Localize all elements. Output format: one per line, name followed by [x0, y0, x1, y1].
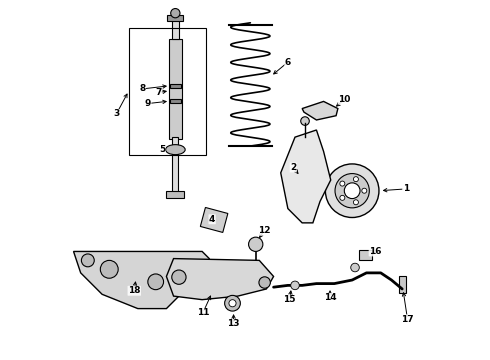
Circle shape: [353, 177, 358, 182]
Polygon shape: [281, 130, 331, 223]
Circle shape: [301, 117, 309, 125]
Text: 18: 18: [128, 286, 141, 295]
Text: 3: 3: [113, 109, 120, 118]
Bar: [172, 137, 178, 194]
Circle shape: [259, 277, 270, 288]
Text: 10: 10: [338, 95, 350, 104]
Bar: [129, 28, 206, 155]
Polygon shape: [302, 102, 338, 120]
Text: 9: 9: [145, 99, 151, 108]
Bar: [168, 15, 183, 21]
Circle shape: [353, 200, 358, 205]
Text: 6: 6: [285, 58, 291, 67]
Circle shape: [325, 164, 379, 217]
Polygon shape: [74, 251, 209, 309]
Polygon shape: [167, 258, 273, 300]
Text: 16: 16: [369, 247, 382, 256]
Circle shape: [351, 263, 359, 272]
Circle shape: [172, 270, 186, 284]
Circle shape: [174, 270, 187, 283]
Circle shape: [248, 237, 263, 251]
Circle shape: [148, 274, 164, 290]
Circle shape: [340, 181, 345, 186]
Text: 4: 4: [209, 215, 215, 224]
Text: 8: 8: [139, 84, 146, 93]
Text: 7: 7: [155, 88, 162, 97]
Bar: [170, 99, 181, 103]
Circle shape: [344, 183, 360, 199]
Circle shape: [229, 300, 236, 307]
Text: 2: 2: [290, 163, 296, 172]
Circle shape: [291, 281, 299, 290]
Circle shape: [81, 254, 94, 267]
Circle shape: [335, 174, 369, 208]
Text: 13: 13: [227, 319, 240, 328]
Text: 15: 15: [283, 295, 296, 304]
Text: 17: 17: [401, 315, 414, 324]
Circle shape: [340, 195, 345, 201]
Ellipse shape: [166, 145, 185, 155]
Bar: [172, 19, 179, 39]
Circle shape: [171, 9, 180, 18]
Text: 14: 14: [324, 293, 336, 302]
Text: 1: 1: [403, 184, 409, 193]
Text: 5: 5: [159, 145, 165, 154]
Bar: [169, 39, 182, 139]
Circle shape: [224, 296, 241, 311]
Bar: [398, 276, 406, 293]
Text: 12: 12: [258, 226, 270, 235]
Bar: [359, 249, 372, 260]
Circle shape: [362, 188, 367, 193]
Bar: [167, 192, 184, 198]
Polygon shape: [200, 207, 228, 233]
Text: 11: 11: [196, 309, 209, 318]
Circle shape: [100, 260, 118, 278]
Bar: [170, 84, 181, 88]
